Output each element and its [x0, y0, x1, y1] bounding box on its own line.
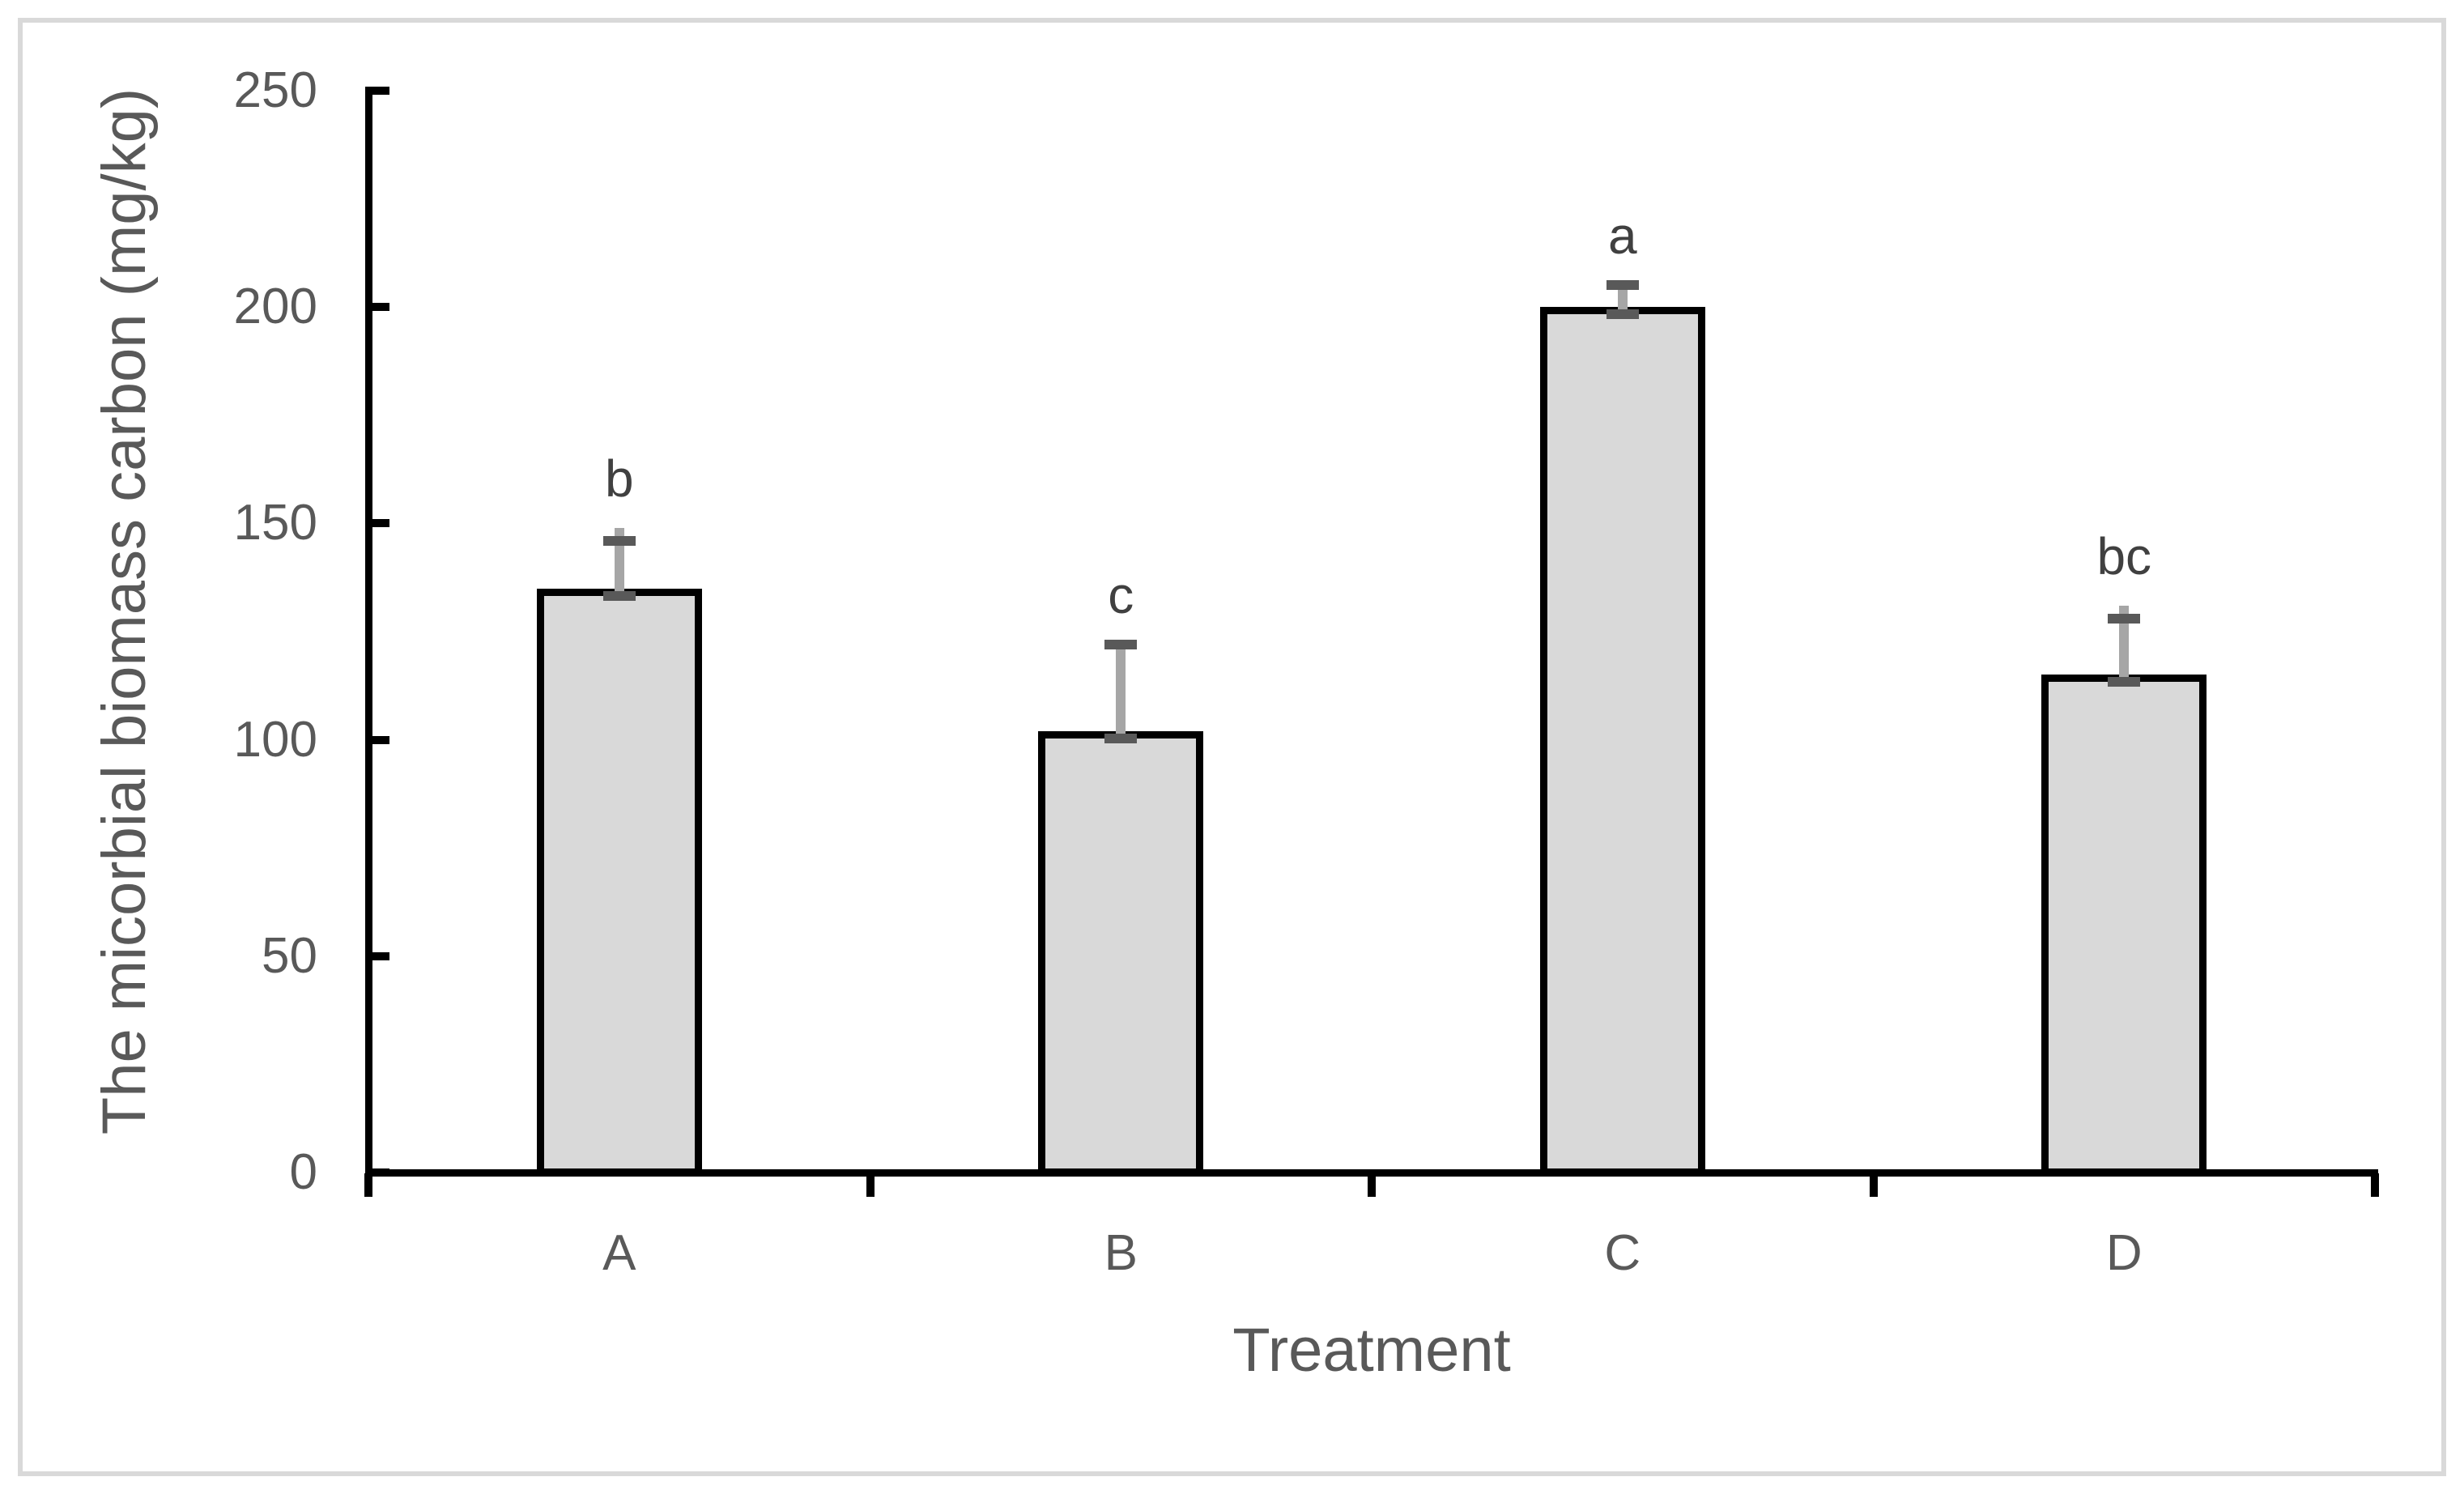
error-bar-stem	[2119, 605, 2130, 682]
y-tick-mark	[372, 951, 389, 960]
significance-letter: bc	[2096, 526, 2152, 585]
error-bar-cap-bottom	[2108, 677, 2141, 687]
x-tick-mark	[866, 1173, 875, 1197]
y-tick-label: 100	[233, 711, 317, 768]
y-axis-title: The micorbial biomass carbon (mg/kg)	[90, 87, 159, 1135]
error-bar-cap-top	[1606, 280, 1639, 291]
x-tick-mark	[364, 1173, 372, 1197]
error-bar-cap-top	[1104, 640, 1138, 650]
error-bar-stem	[1617, 285, 1628, 314]
y-tick-label: 200	[233, 279, 317, 335]
y-tick-label: 250	[233, 62, 317, 118]
category-label: C	[1604, 1225, 1641, 1281]
bar	[1539, 307, 1705, 1176]
y-tick-mark	[372, 519, 389, 528]
significance-letter: a	[1607, 206, 1637, 266]
x-tick-mark	[1368, 1173, 1376, 1197]
y-tick-label: 50	[262, 927, 317, 984]
error-bar-cap-bottom	[602, 590, 636, 601]
bar	[2041, 675, 2207, 1176]
figure-frame	[18, 18, 2446, 1476]
error-bar-cap-bottom	[1104, 733, 1138, 743]
significance-letter: c	[1108, 566, 1134, 625]
x-tick-mark	[1869, 1173, 1878, 1197]
y-tick-label: 0	[289, 1144, 317, 1200]
x-axis-title: Treatment	[1232, 1316, 1511, 1385]
y-tick-mark	[372, 303, 389, 312]
category-label: B	[1104, 1225, 1138, 1281]
y-tick-label: 150	[233, 495, 317, 551]
error-bar-cap-top	[602, 535, 636, 546]
error-bar-cap-bottom	[1606, 309, 1639, 320]
significance-letter: b	[604, 449, 634, 508]
y-tick-mark	[372, 735, 389, 744]
x-axis-line	[365, 1169, 2378, 1177]
error-bar-stem	[1116, 645, 1126, 738]
x-tick-mark	[2371, 1173, 2379, 1197]
y-axis-line	[365, 87, 372, 1177]
y-tick-mark	[372, 87, 389, 95]
category-label: D	[2105, 1225, 2143, 1281]
bar	[1038, 730, 1204, 1176]
category-label: A	[602, 1225, 636, 1281]
bar	[536, 588, 702, 1176]
error-bar-cap-top	[2108, 613, 2141, 624]
